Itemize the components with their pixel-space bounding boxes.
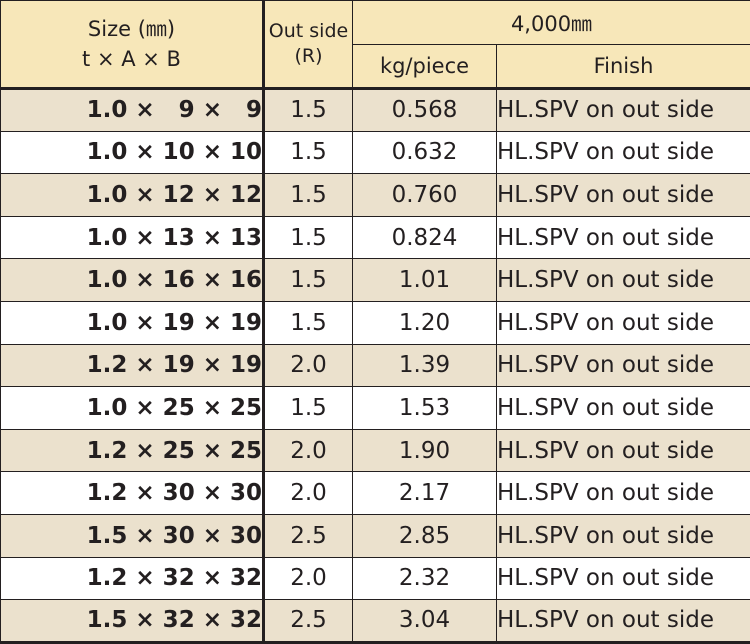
- outside-column-header: Out side (R): [264, 1, 353, 89]
- finish-cell: HL.SPV on out side: [497, 387, 750, 430]
- outside-radius-cell: 1.5: [264, 301, 353, 344]
- finish-cell: HL.SPV on out side: [497, 600, 750, 643]
- size-cell: 1.0 × 12 × 12: [1, 174, 264, 217]
- finish-cell: HL.SPV on out side: [497, 514, 750, 557]
- weight-cell: 3.04: [353, 600, 497, 643]
- outside-radius-cell: 1.5: [264, 216, 353, 259]
- finish-column-header: Finish: [497, 45, 750, 89]
- outside-radius-cell: 1.5: [264, 89, 353, 132]
- outside-radius-cell: 2.0: [264, 344, 353, 387]
- outside-radius-cell: 1.5: [264, 174, 353, 217]
- weight-cell: 2.17: [353, 472, 497, 515]
- size-cell: 1.0 × 19 × 19: [1, 301, 264, 344]
- outside-radius-cell: 2.0: [264, 472, 353, 515]
- weight-cell: 1.53: [353, 387, 497, 430]
- finish-cell: HL.SPV on out side: [497, 472, 750, 515]
- outside-radius-cell: 2.0: [264, 429, 353, 472]
- finish-cell: HL.SPV on out side: [497, 259, 750, 302]
- weight-cell: 1.39: [353, 344, 497, 387]
- finish-cell: HL.SPV on out side: [497, 429, 750, 472]
- size-cell: 1.0 × 9 × 9: [1, 89, 264, 132]
- weight-cell: 0.568: [353, 89, 497, 132]
- size-cell: 1.2 × 25 × 25: [1, 429, 264, 472]
- size-cell: 1.2 × 32 × 32: [1, 557, 264, 600]
- weight-cell: 1.20: [353, 301, 497, 344]
- weight-cell: 0.632: [353, 131, 497, 174]
- size-cell: 1.0 × 25 × 25: [1, 387, 264, 430]
- outside-radius-cell: 1.5: [264, 387, 353, 430]
- finish-cell: HL.SPV on out side: [497, 344, 750, 387]
- outside-radius-cell: 2.5: [264, 600, 353, 643]
- finish-cell: HL.SPV on out side: [497, 216, 750, 259]
- weight-cell: 0.824: [353, 216, 497, 259]
- outside-radius-cell: 1.5: [264, 131, 353, 174]
- finish-cell: HL.SPV on out side: [497, 131, 750, 174]
- weight-cell: 0.760: [353, 174, 497, 217]
- finish-cell: HL.SPV on out side: [497, 301, 750, 344]
- weight-cell: 1.01: [353, 259, 497, 302]
- size-cell: 1.2 × 30 × 30: [1, 472, 264, 515]
- finish-cell: HL.SPV on out side: [497, 557, 750, 600]
- length-group-header: 4,000㎜: [353, 1, 750, 45]
- size-cell: 1.2 × 19 × 19: [1, 344, 264, 387]
- kg-column-header: kg/piece: [353, 45, 497, 89]
- size-column-header: Size (㎜) t × A × B: [1, 1, 264, 89]
- table-header: Size (㎜) t × A × B Out side (R) 4,000㎜ k…: [1, 1, 750, 89]
- outside-radius-cell: 1.5: [264, 259, 353, 302]
- weight-cell: 2.32: [353, 557, 497, 600]
- size-cell: 1.0 × 16 × 16: [1, 259, 264, 302]
- outside-radius-cell: 2.5: [264, 514, 353, 557]
- finish-cell: HL.SPV on out side: [497, 174, 750, 217]
- weight-cell: 2.85: [353, 514, 497, 557]
- size-cell: 1.5 × 30 × 30: [1, 514, 264, 557]
- size-header-line2: t × A × B: [1, 44, 262, 74]
- outside-header-line1: Out side: [265, 19, 352, 44]
- header-row: Size (㎜) t × A × B Out side (R) 4,000㎜: [1, 1, 750, 45]
- weight-cell: 1.90: [353, 429, 497, 472]
- outside-radius-cell: 2.0: [264, 557, 353, 600]
- outside-header-line2: (R): [265, 44, 352, 69]
- size-cell: 1.0 × 13 × 13: [1, 216, 264, 259]
- size-cell: 1.5 × 32 × 32: [1, 600, 264, 643]
- finish-cell: HL.SPV on out side: [497, 89, 750, 132]
- size-header-line1: Size (㎜): [1, 14, 262, 44]
- size-cell: 1.0 × 10 × 10: [1, 131, 264, 174]
